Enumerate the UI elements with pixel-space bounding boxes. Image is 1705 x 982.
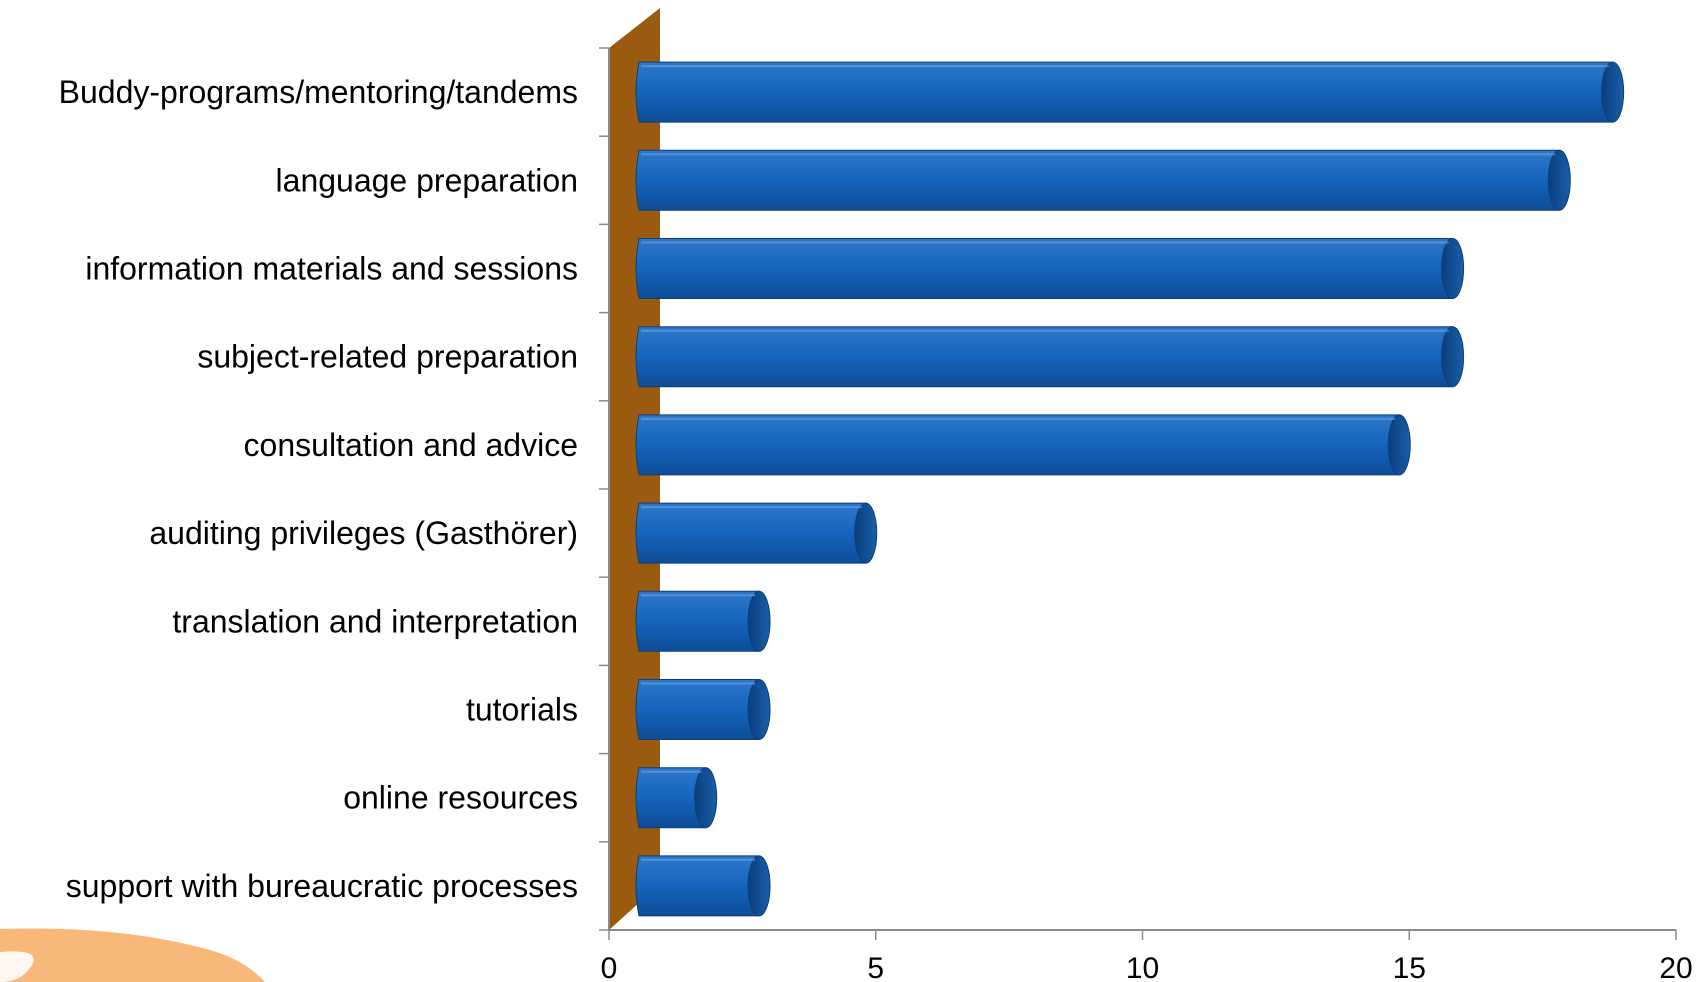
category-label: support with bureaucratic processes	[66, 868, 578, 904]
bar-body	[635, 679, 760, 740]
category-label: online resources	[343, 780, 578, 816]
bar-body	[635, 414, 1400, 476]
bar-body	[635, 238, 1454, 299]
bar-cap	[747, 590, 771, 652]
bar-cap	[1441, 238, 1465, 299]
bar	[635, 855, 771, 917]
bar	[635, 414, 1411, 476]
x-tick-label: 20	[1659, 952, 1692, 982]
category-label: Buddy-programs/mentoring/tandems	[59, 74, 578, 110]
bar-cap	[1387, 414, 1411, 476]
bar-cap	[1601, 61, 1625, 123]
bar-cap	[747, 679, 771, 740]
bar	[635, 590, 771, 652]
bar-body	[635, 855, 760, 917]
bar-cap	[1441, 326, 1465, 388]
y-axis-ticks	[599, 47, 609, 931]
bar-body	[635, 502, 867, 564]
bar-cap	[854, 502, 878, 564]
bar-body	[635, 590, 760, 652]
bar	[635, 149, 1571, 211]
bar-cap	[747, 855, 771, 917]
x-axis-ticks	[608, 930, 1677, 940]
category-label: translation and interpretation	[172, 603, 578, 639]
category-label: auditing privileges (Gasthörer)	[149, 515, 578, 551]
x-tick-label: 10	[1126, 952, 1159, 982]
category-label: subject-related preparation	[197, 339, 578, 375]
x-tick-label: 15	[1393, 952, 1426, 982]
bar-cap	[1547, 149, 1571, 211]
category-label: consultation and advice	[244, 427, 578, 463]
bar-body	[635, 326, 1454, 388]
decorative-corner-swoosh-inner	[0, 951, 34, 982]
category-label: language preparation	[276, 162, 578, 198]
x-tick-label: 5	[867, 952, 884, 982]
bars-group	[635, 61, 1625, 917]
bar	[635, 61, 1625, 123]
bar	[635, 502, 878, 564]
bar	[635, 679, 771, 740]
bar	[635, 767, 718, 829]
bar-body	[635, 149, 1560, 211]
x-tick-label: 0	[601, 952, 618, 982]
decorative-corner-swoosh	[0, 928, 265, 982]
bar	[635, 238, 1465, 299]
category-label: information materials and sessions	[85, 251, 578, 287]
bar-cap	[694, 767, 718, 829]
bar-body	[635, 61, 1614, 123]
category-label: tutorials	[466, 692, 578, 728]
category-labels: Buddy-programs/mentoring/tandems language…	[59, 74, 578, 904]
bar	[635, 326, 1465, 388]
x-tick-labels: 0 5 10 15 20	[601, 952, 1693, 982]
bar-body	[635, 767, 707, 829]
